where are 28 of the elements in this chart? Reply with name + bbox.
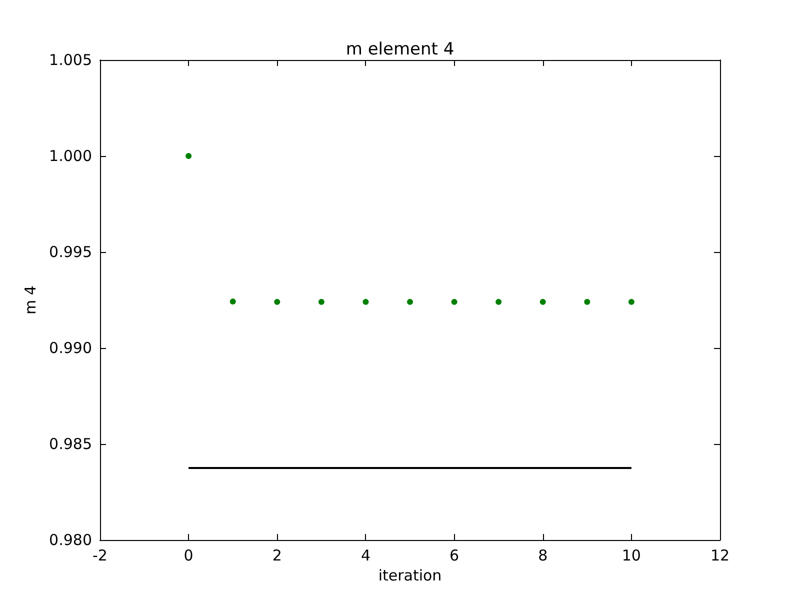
x-tick-label: 12 — [710, 546, 730, 564]
y-tick-label: 0.980 — [49, 531, 92, 549]
point — [540, 298, 546, 305]
y-tick-label: 0.990 — [49, 339, 92, 357]
x-tick-label: 0 — [184, 546, 194, 564]
point — [362, 298, 369, 305]
point — [584, 298, 590, 305]
x-tick-label: 4 — [360, 546, 370, 564]
point — [451, 298, 458, 305]
point — [496, 298, 502, 305]
x-tick-label: 6 — [450, 546, 460, 564]
y-axis-title: m 4 — [22, 286, 40, 314]
point — [186, 153, 192, 159]
point — [318, 298, 324, 305]
x-tick-label: 8 — [538, 546, 548, 564]
y-tick-label: 0.995 — [49, 243, 92, 261]
y-tick-label: 1.000 — [49, 147, 92, 165]
y-tick-label: 0.985 — [49, 435, 92, 453]
chart-title: m element 4 — [346, 40, 454, 60]
point — [274, 298, 280, 305]
x-tick-label: 10 — [622, 546, 641, 564]
x-tick-label: -2 — [92, 546, 108, 564]
point — [628, 298, 634, 305]
y-tick-label: 1.005 — [49, 51, 92, 69]
point — [407, 298, 413, 305]
x-axis-title: iteration — [378, 566, 442, 584]
x-tick-label: 2 — [272, 546, 282, 564]
point — [230, 298, 236, 305]
